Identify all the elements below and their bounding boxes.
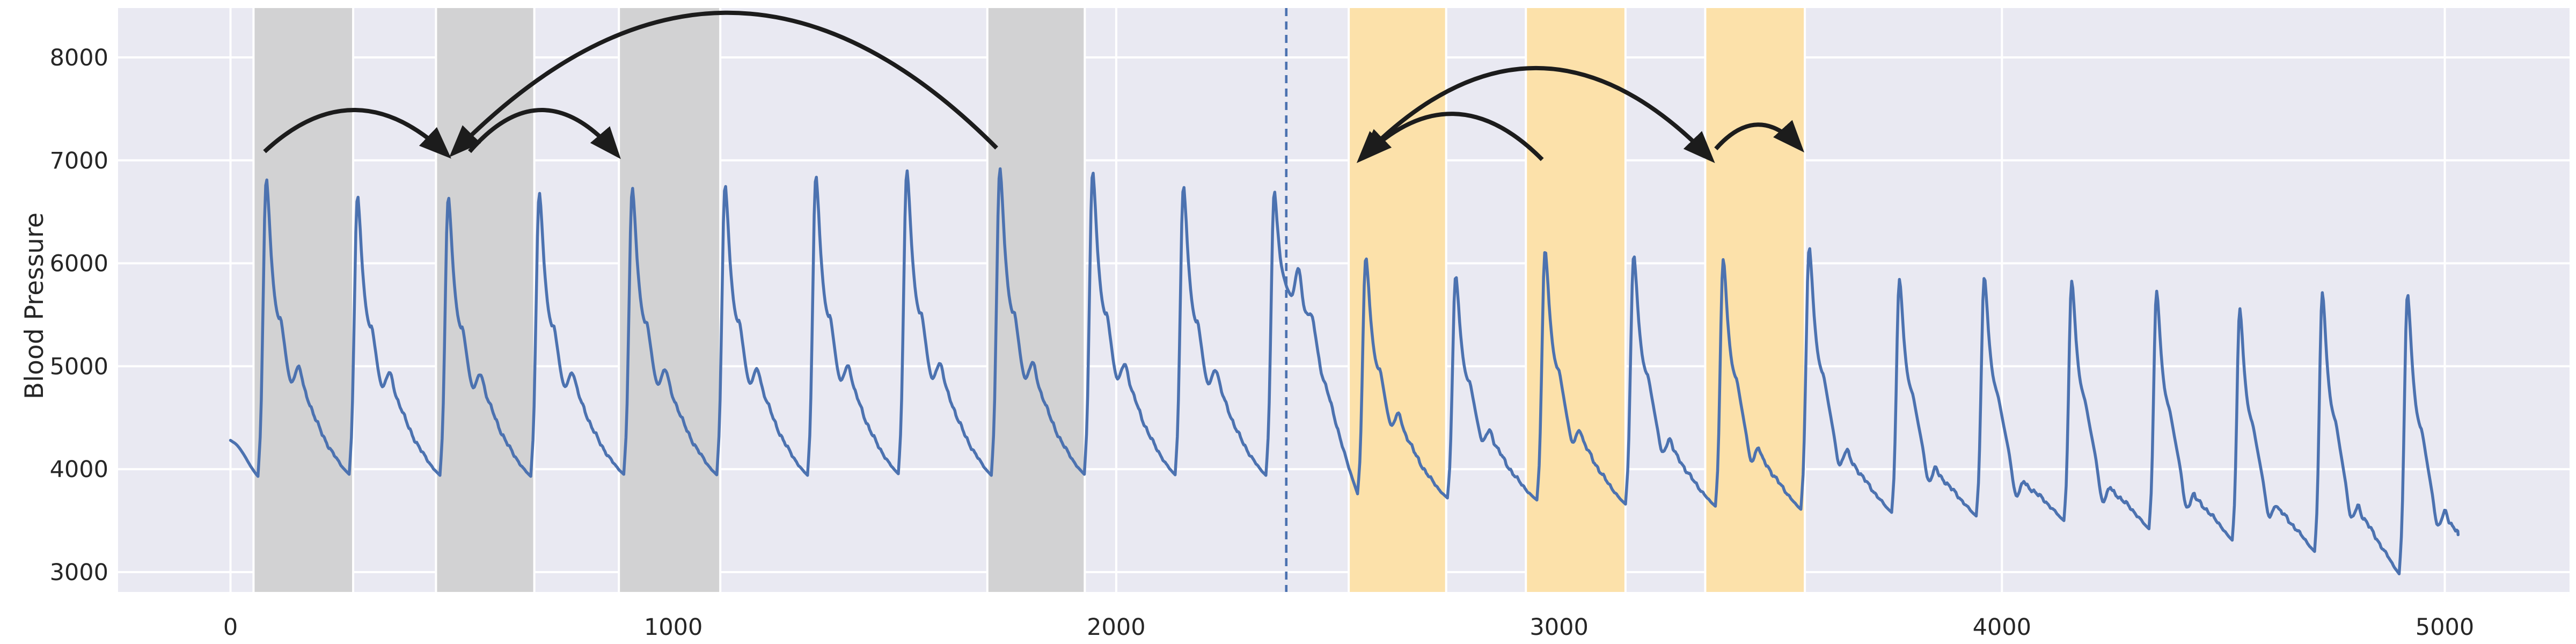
gray-band	[987, 8, 1085, 592]
pressure-series-line	[229, 167, 2460, 576]
gray-band	[253, 8, 354, 592]
orange-band	[1526, 8, 1626, 592]
x-tick-label: 3000	[1529, 614, 1588, 641]
series-layer	[229, 167, 2460, 576]
y-tick-label: 5000	[50, 353, 108, 380]
x-tick-label: 0	[223, 614, 238, 641]
arrow-band1-to-band2	[263, 108, 451, 159]
y-tick-label: 7000	[50, 148, 108, 174]
gray-band	[436, 8, 535, 592]
y-tick-label: 3000	[50, 559, 108, 586]
axis-tick-layer: 3000 4000 5000 6000 7000 8000 0 1000 2000 3000 400…	[50, 45, 2475, 641]
x-tick-label: 1000	[644, 614, 702, 641]
arrow-band2-to-band3	[468, 108, 621, 159]
arrow-band4-to-band2	[449, 10, 998, 157]
arrow-orange2-to-orange1	[1359, 112, 1544, 162]
y-tick-label: 8000	[50, 45, 108, 71]
y-tick-label: 4000	[50, 456, 108, 483]
y-tick-label: 6000	[50, 251, 108, 277]
y-axis-title: Blood Pressure	[20, 213, 49, 399]
highlight-band-layer	[252, 8, 1806, 592]
arrow-orange3-orange1-double	[1356, 65, 1715, 163]
x-tick-label: 4000	[1973, 614, 2031, 641]
annotation-arrow-layer	[263, 10, 1805, 163]
arrow-within-orange3	[1714, 120, 1805, 153]
x-tick-label: 2000	[1087, 614, 1145, 641]
gray-band	[619, 8, 721, 592]
x-tick-label: 5000	[2416, 614, 2474, 641]
